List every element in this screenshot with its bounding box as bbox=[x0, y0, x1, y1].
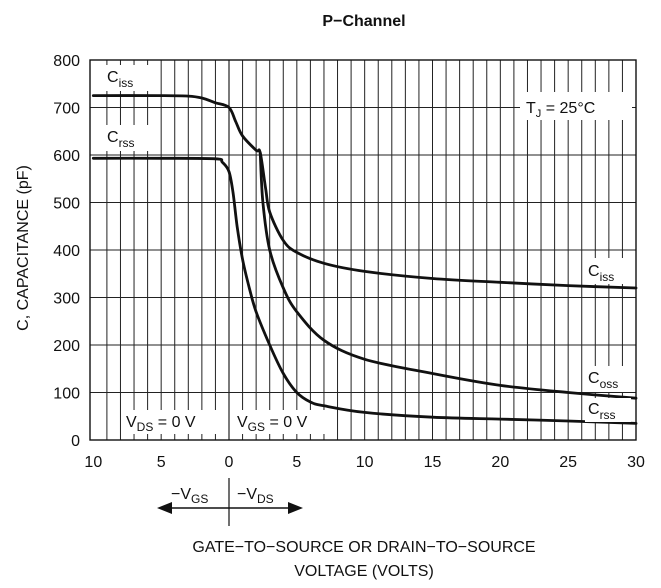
series-line-coss bbox=[258, 151, 638, 400]
tj-label-box bbox=[520, 92, 632, 120]
arrow-right-label: −VDS bbox=[237, 486, 274, 506]
ciss-right-label: Ciss bbox=[588, 263, 614, 284]
vds-zero-annotation: VDS = 0 V bbox=[126, 414, 196, 434]
x-tick-label: 15 bbox=[424, 454, 442, 471]
tj-annotation: TJ = 25°C bbox=[526, 100, 595, 120]
y-tick-label: 200 bbox=[53, 338, 80, 355]
direction-arrows bbox=[157, 478, 303, 526]
x-axis-label-line1: GATE−TO−SOURCE OR DRAIN−TO−SOURCE bbox=[192, 539, 535, 556]
x-tick-label: 0 bbox=[225, 454, 234, 471]
vds-zero-box bbox=[122, 410, 226, 434]
y-tick-label: 700 bbox=[53, 101, 80, 118]
coss-right-label: Coss bbox=[588, 370, 618, 391]
arrow-left-head bbox=[157, 502, 172, 514]
crss-left-label: Crss bbox=[107, 129, 135, 150]
y-tick-label: 600 bbox=[53, 148, 80, 165]
y-tick-label: 400 bbox=[53, 243, 80, 260]
ciss-right-label-box bbox=[585, 258, 631, 284]
y-tick-label: 500 bbox=[53, 196, 80, 213]
y-tick-label: 800 bbox=[53, 53, 80, 70]
x-tick-label: 10 bbox=[356, 454, 374, 471]
y-tick-label: 100 bbox=[53, 386, 80, 403]
ciss-left-label: Ciss bbox=[107, 69, 133, 90]
series-line-crss bbox=[91, 156, 638, 425]
curves bbox=[91, 94, 638, 425]
vgs-zero-annotation: VGS = 0 V bbox=[237, 414, 308, 434]
x-tick-label: 30 bbox=[627, 454, 645, 471]
plot-frame bbox=[89, 59, 637, 441]
x-tick-label: 20 bbox=[491, 454, 509, 471]
x-tick-label: 5 bbox=[292, 454, 301, 471]
x-tick-label: 5 bbox=[157, 454, 166, 471]
y-tick-label: 300 bbox=[53, 291, 80, 308]
ciss-left-label-box bbox=[104, 65, 150, 91]
series-line-ciss bbox=[91, 94, 638, 290]
crss-right-label: Crss bbox=[588, 401, 616, 422]
crss-left-label-box bbox=[104, 125, 150, 151]
x-tick-labels: 10 5 0 5 10 15 20 25 30 bbox=[84, 454, 645, 471]
x-tick-label: 10 bbox=[84, 454, 102, 471]
y-tick-label: 0 bbox=[71, 433, 80, 450]
vgs-zero-box bbox=[234, 410, 336, 434]
y-tick-labels: 0 100 200 300 400 500 600 700 800 bbox=[53, 53, 80, 450]
x-axis-label-line2: VOLTAGE (VOLTS) bbox=[294, 563, 434, 580]
coss-right-label-box bbox=[585, 366, 631, 392]
arrow-right-head bbox=[288, 502, 303, 514]
x-tick-label: 25 bbox=[559, 454, 577, 471]
y-axis-label: C, CAPACITANCE (pF) bbox=[15, 165, 32, 331]
crss-right-label-box bbox=[585, 398, 631, 422]
chart-title: P−Channel bbox=[322, 13, 405, 30]
arrow-left-label: −VGS bbox=[171, 486, 208, 506]
